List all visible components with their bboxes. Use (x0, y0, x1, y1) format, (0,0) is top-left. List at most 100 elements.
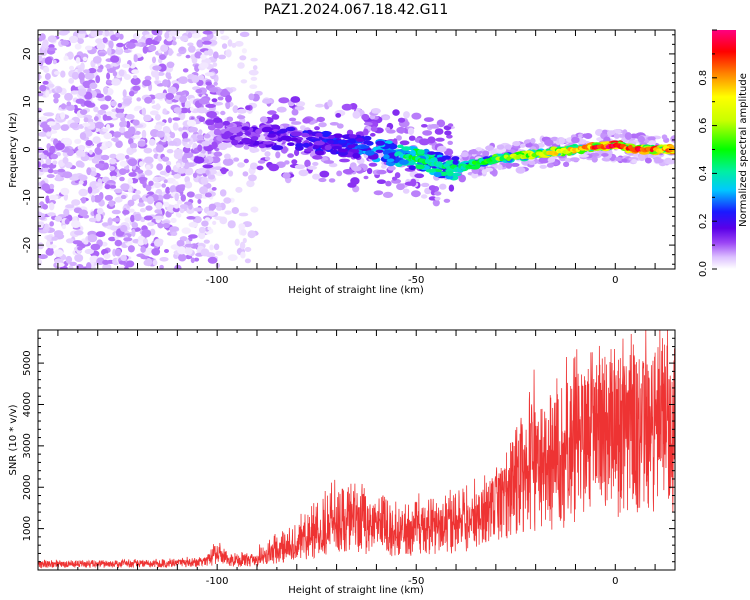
spectrogram-cell (42, 80, 49, 85)
spectrogram-cell (152, 259, 158, 266)
spectrogram-cell (70, 90, 79, 95)
spectrogram-cell (255, 128, 263, 135)
spectrogram-cell (333, 133, 343, 139)
spectrogram-cell (446, 170, 454, 177)
spectrogram-cell (87, 186, 93, 194)
spectrogram-cell (259, 116, 268, 124)
spectrogram-cell (243, 158, 249, 164)
spectrogram-cell (44, 73, 51, 80)
spectrogram-cell (93, 194, 102, 203)
spectrogram-cell (153, 215, 164, 220)
spectrogram-cell (95, 163, 104, 169)
spectrogram-cell (47, 47, 57, 51)
spectrogram-cell (231, 207, 239, 214)
spectrogram-cell (49, 221, 54, 227)
spectrogram-cell (637, 135, 645, 143)
spectrogram-cell (250, 206, 259, 213)
spectrogram-cell (602, 129, 608, 134)
spectrogram-cell (154, 124, 163, 130)
spectrogram-cell (103, 132, 113, 140)
spectrogram-cell (205, 81, 212, 86)
spectrogram-cell (93, 116, 99, 122)
spectrogram-cell (95, 38, 104, 44)
spectrogram-cell (81, 197, 87, 204)
spectrogram-cell (249, 84, 258, 89)
spectrogram-cell (207, 48, 214, 56)
spectrogram-cell (315, 132, 323, 137)
spectrogram-cell (95, 121, 104, 129)
spectrogram-cell (74, 43, 82, 50)
spectrogram-cell (264, 156, 271, 161)
spectrogram-cell (38, 204, 41, 212)
colorbar-tick-label: 0.4 (698, 165, 709, 181)
spectrogram-cell (409, 149, 416, 156)
spectrogram-cell (48, 194, 59, 201)
spectrogram-cell (83, 117, 89, 123)
spectrogram-cell (38, 107, 43, 113)
spectrogram-cell (145, 164, 151, 171)
spectrogram-cell (553, 161, 559, 166)
spectrogram-cell (544, 139, 554, 146)
spectrogram-cell (45, 195, 50, 204)
spectrogram-cell (138, 161, 144, 167)
spectrogram-cell (394, 172, 401, 179)
spectrogram-ytick-label: 20 (22, 48, 33, 61)
spectrogram-cell (193, 156, 205, 164)
spectrogram-cell (290, 96, 301, 103)
spectrogram-cell (211, 187, 217, 191)
spectrogram-cell (195, 89, 203, 94)
spectrogram-cell (49, 183, 55, 190)
spectrogram-cell (210, 156, 221, 164)
spectrogram-cell (119, 176, 125, 182)
spectrogram-cell (112, 70, 118, 77)
spectrogram-cell (129, 208, 135, 213)
spectrogram-cell (161, 183, 166, 188)
spectrogram-cell (180, 107, 189, 114)
spectrogram-cell (127, 245, 135, 253)
spectrogram-cell (103, 253, 111, 259)
snr-ytick-label: 2000 (22, 475, 33, 500)
spectrogram-cell (95, 182, 104, 187)
spectrogram-cell (208, 87, 219, 93)
spectrogram-cell (124, 266, 129, 269)
spectrogram-cell (90, 30, 99, 38)
spectrogram-cell (96, 207, 104, 215)
snr-ytick-label: 5000 (22, 350, 33, 375)
spectrogram-cell (173, 107, 182, 114)
spectrogram-cell (60, 70, 66, 78)
spectrogram-cell (151, 56, 157, 64)
spectrogram-cell (156, 163, 164, 171)
spectrogram-cell (376, 169, 387, 175)
spectrogram-cell (167, 48, 173, 56)
spectrogram-cell (75, 160, 84, 168)
spectrogram-cell (84, 72, 95, 80)
spectrogram-cell (264, 151, 271, 157)
spectrogram-cell (287, 153, 294, 158)
spectrogram-cell (105, 141, 113, 148)
spectrogram-cell (198, 116, 206, 123)
spectrogram-cell (227, 220, 236, 229)
spectrogram-cell (182, 138, 191, 143)
spectrogram-cell (410, 178, 417, 187)
spectrogram-cell (451, 156, 460, 161)
spectrogram-cell (198, 167, 208, 174)
spectrogram-cell (137, 202, 146, 207)
spectrogram-cell (189, 106, 194, 112)
spectrogram-cell (278, 97, 290, 104)
spectrogram-cell (55, 142, 65, 151)
spectrogram-cell (88, 217, 97, 223)
spectrogram-cell (154, 114, 161, 121)
spectrogram-cell (352, 110, 361, 119)
spectrogram-cell (115, 140, 123, 148)
spectrogram-cell (143, 215, 153, 221)
spectrogram-cell (192, 172, 198, 178)
spectrogram-cell (337, 139, 347, 144)
spectrogram-cell (470, 149, 478, 155)
spectrogram-cell (145, 258, 153, 267)
spectrogram-cell (143, 156, 154, 164)
spectrogram-cell (184, 247, 193, 256)
spectrogram-cell (198, 97, 210, 105)
spectrogram-cell (312, 161, 319, 166)
spectrogram-cell (180, 35, 189, 42)
spectrogram-cell (152, 65, 162, 71)
